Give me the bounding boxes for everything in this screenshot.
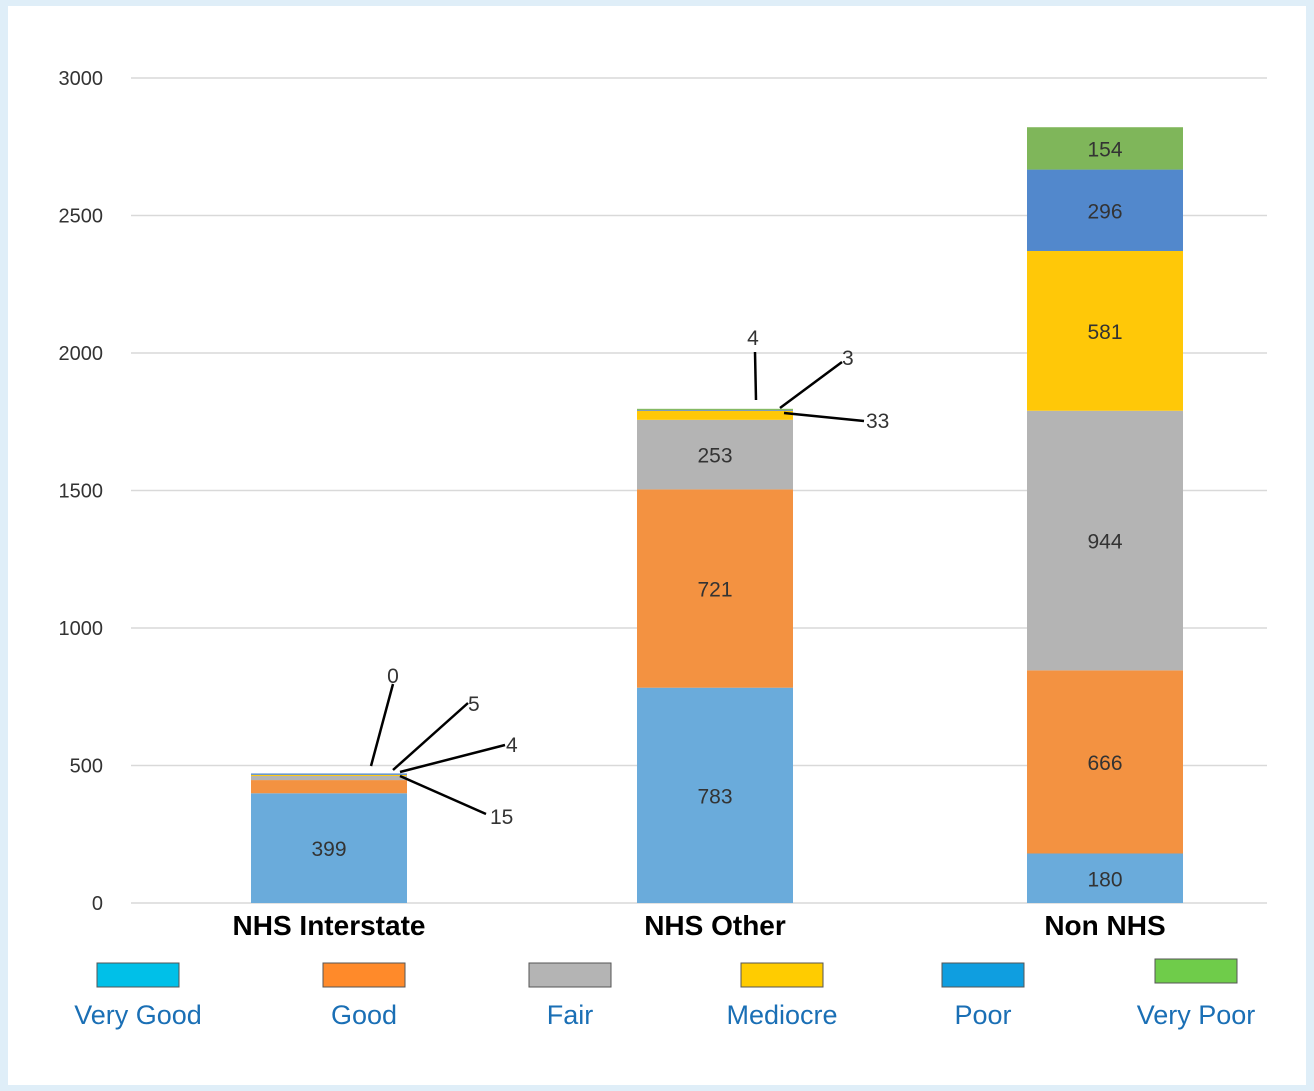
legend-swatch <box>528 962 612 988</box>
data-label: 15 <box>490 806 513 829</box>
x-category-label: NHS Other <box>644 910 786 941</box>
bar-segment <box>637 410 793 420</box>
bar-segment <box>1027 410 1183 671</box>
y-tick-label: 500 <box>70 756 103 778</box>
data-label: 721 <box>697 579 732 602</box>
y-tick-label: 2000 <box>59 343 104 365</box>
bar-segment <box>1027 853 1183 903</box>
x-category-label: Non NHS <box>1044 910 1165 941</box>
callout-line <box>399 774 487 816</box>
data-label: 154 <box>1087 138 1122 161</box>
legend-swatch <box>96 962 180 988</box>
x-category-label: NHS Interstate <box>233 910 426 941</box>
bar-segment <box>637 408 793 410</box>
legend-swatch <box>740 962 824 988</box>
y-tick-label: 3000 <box>59 68 104 90</box>
bar-segment <box>637 419 793 490</box>
data-label: 3 <box>842 347 854 370</box>
legend-label: Poor <box>954 1000 1011 1030</box>
legend-label: Fair <box>547 1000 594 1030</box>
bar-segment <box>1027 127 1183 170</box>
callout-line <box>399 743 506 774</box>
y-tick-label: 0 <box>92 893 103 915</box>
bar-segment <box>1027 670 1183 854</box>
y-tick-label: 2500 <box>59 206 104 228</box>
bar-segment <box>251 774 407 776</box>
data-label: 4 <box>506 734 518 757</box>
callout-line <box>779 360 843 410</box>
data-label: 180 <box>1087 868 1122 891</box>
callout-line <box>753 351 758 401</box>
legend-swatch <box>322 962 406 988</box>
bar-segment <box>637 409 793 411</box>
data-label: 399 <box>311 838 346 861</box>
callout-line <box>392 702 469 771</box>
bar-segment <box>251 775 407 781</box>
bar-segment <box>637 489 793 688</box>
data-label: 33 <box>866 410 889 433</box>
data-label: 783 <box>697 785 732 808</box>
data-label: 0 <box>387 665 399 688</box>
legend-label: Mediocre <box>726 1000 837 1030</box>
callout-line <box>783 411 865 423</box>
bar-segment <box>251 773 407 775</box>
data-label: 253 <box>697 445 732 468</box>
bar-segment <box>1027 169 1183 251</box>
data-label: 944 <box>1087 531 1122 554</box>
bar-segment <box>1027 250 1183 411</box>
bar-segment <box>637 687 793 903</box>
data-label: 4 <box>747 327 759 350</box>
y-tick-label: 1000 <box>59 618 104 640</box>
data-label: 666 <box>1087 752 1122 775</box>
legend-swatch <box>1154 958 1238 984</box>
legend-label: Good <box>331 1000 397 1030</box>
data-label: 581 <box>1087 321 1122 344</box>
bar-segment <box>251 780 407 794</box>
legend-label: Very Poor <box>1137 1000 1256 1030</box>
y-tick-label: 1500 <box>59 481 104 503</box>
chart-frame: 399 783 721 253 180 666 944 581 296 154 0 5 4 15 4 3 33… <box>8 6 1306 1085</box>
legend-swatch <box>941 962 1025 988</box>
callout-line <box>369 683 395 767</box>
legend-label: Very Good <box>74 1000 202 1030</box>
data-label: 5 <box>468 693 480 716</box>
bar-segment <box>251 793 407 903</box>
data-label: 296 <box>1087 200 1122 223</box>
